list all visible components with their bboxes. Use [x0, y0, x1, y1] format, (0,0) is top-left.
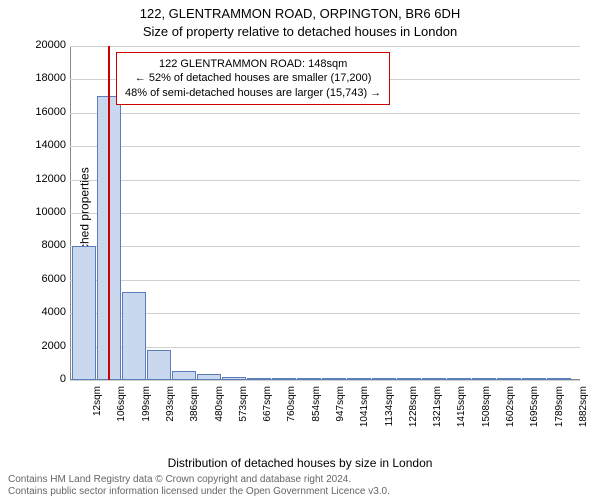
annotation-box: 122 GLENTRAMMON ROAD: 148sqm← 52% of det… [116, 52, 390, 105]
y-tick-label: 2000 [16, 340, 66, 352]
annotation-line3: 48% of semi-detached houses are larger (… [125, 86, 381, 100]
histogram-bar [172, 371, 196, 380]
histogram-bar [272, 378, 296, 380]
histogram-bar [447, 378, 471, 380]
gridline [70, 380, 580, 381]
histogram-bar [472, 378, 496, 380]
histogram-bar [197, 374, 221, 380]
histogram-bar [322, 378, 346, 380]
y-tick-label: 6000 [16, 273, 66, 285]
x-tick-label: 1508sqm [481, 386, 492, 436]
x-tick-label: 1789sqm [554, 386, 565, 436]
gridline [70, 347, 580, 348]
footnote-line2: Contains public sector information licen… [8, 486, 592, 498]
histogram-bar [497, 378, 521, 380]
title-main: 122, GLENTRAMMON ROAD, ORPINGTON, BR6 6D… [0, 6, 600, 21]
y-tick-label: 0 [16, 373, 66, 385]
y-tick-label: 14000 [16, 139, 66, 151]
footnote-line1: Contains HM Land Registry data © Crown c… [8, 474, 592, 486]
x-axis-label: Distribution of detached houses by size … [0, 456, 600, 470]
plot-area: 0200040006000800010000120001400016000180… [70, 46, 580, 380]
histogram-bar [397, 378, 421, 380]
histogram-bar [522, 378, 546, 380]
chart-container: 122, GLENTRAMMON ROAD, ORPINGTON, BR6 6D… [0, 0, 600, 500]
property-marker-line [108, 46, 110, 380]
x-tick-label: 12sqm [92, 386, 103, 436]
histogram-bar [297, 378, 321, 380]
x-tick-label: 386sqm [189, 386, 200, 436]
title-sub: Size of property relative to detached ho… [0, 24, 600, 39]
histogram-bar [372, 378, 396, 380]
y-tick-label: 8000 [16, 239, 66, 251]
annotation-line2: ← 52% of detached houses are smaller (17… [125, 71, 381, 85]
histogram-bar [347, 378, 371, 380]
x-tick-label: 1041sqm [359, 386, 370, 436]
gridline [70, 146, 580, 147]
footnote: Contains HM Land Registry data © Crown c… [0, 474, 600, 498]
x-tick-label: 480sqm [214, 386, 225, 436]
gridline [70, 46, 580, 47]
gridline [70, 313, 580, 314]
annotation-line1: 122 GLENTRAMMON ROAD: 148sqm [125, 57, 381, 71]
y-tick-label: 10000 [16, 206, 66, 218]
y-tick-label: 12000 [16, 173, 66, 185]
histogram-bar [422, 378, 446, 380]
gridline [70, 213, 580, 214]
y-tick-label: 18000 [16, 72, 66, 84]
gridline [70, 280, 580, 281]
x-tick-label: 947sqm [335, 386, 346, 436]
x-tick-label: 1134sqm [384, 386, 395, 436]
y-tick-label: 20000 [16, 39, 66, 51]
x-tick-label: 199sqm [141, 386, 152, 436]
x-tick-label: 667sqm [262, 386, 273, 436]
y-tick-label: 4000 [16, 306, 66, 318]
gridline [70, 246, 580, 247]
histogram-bar [122, 292, 146, 381]
x-tick-label: 1882sqm [578, 386, 589, 436]
histogram-bar [222, 377, 246, 380]
x-tick-label: 106sqm [116, 386, 127, 436]
histogram-bar [147, 350, 171, 380]
gridline [70, 113, 580, 114]
x-tick-label: 1695sqm [529, 386, 540, 436]
gridline [70, 180, 580, 181]
histogram-bar [247, 378, 271, 380]
x-tick-label: 1415sqm [456, 386, 467, 436]
histogram-bar [72, 246, 96, 380]
x-tick-label: 854sqm [311, 386, 322, 436]
x-tick-label: 1602sqm [505, 386, 516, 436]
x-tick-label: 760sqm [286, 386, 297, 436]
histogram-bar [547, 378, 571, 380]
x-tick-label: 1228sqm [408, 386, 419, 436]
x-tick-label: 1321sqm [432, 386, 443, 436]
x-tick-label: 293sqm [165, 386, 176, 436]
x-tick-label: 573sqm [238, 386, 249, 436]
y-tick-label: 16000 [16, 106, 66, 118]
